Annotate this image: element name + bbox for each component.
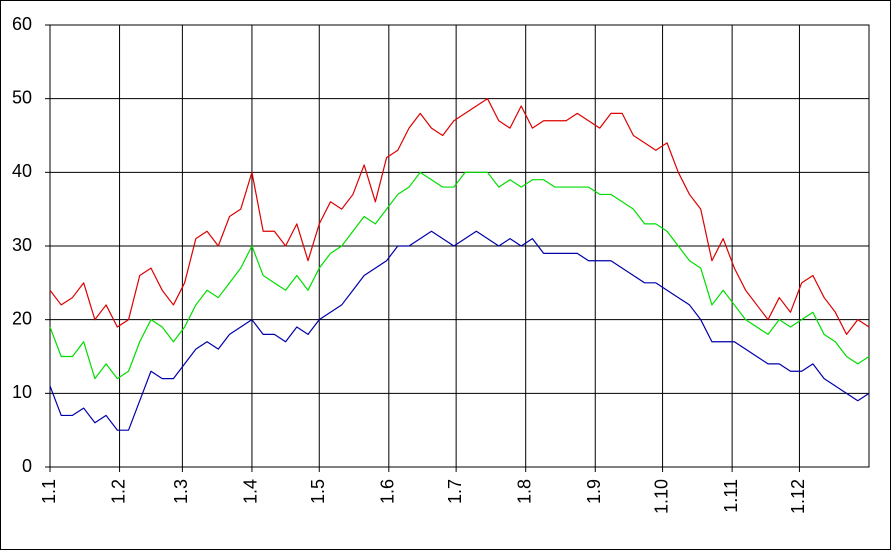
x-tick-label: 1.2 (108, 479, 128, 504)
y-tick-label: 30 (12, 235, 32, 255)
x-tick-label: 1.7 (445, 479, 465, 504)
series-line (49, 171, 870, 380)
x-tick-label: 1.5 (308, 479, 328, 504)
x-tick-label: 1.8 (514, 479, 534, 504)
x-tick-label: 1.4 (241, 479, 261, 504)
x-tick-label: 1.12 (788, 479, 808, 514)
x-tick-label: 1.9 (584, 479, 604, 504)
y-tick-label: 20 (12, 308, 32, 328)
y-tick-label: 10 (12, 382, 32, 402)
y-tick-label: 50 (12, 87, 32, 107)
series-line (49, 230, 870, 431)
x-tick-label: 1.11 (721, 479, 741, 513)
y-tick-label: 40 (12, 161, 32, 181)
y-tick-label: 60 (12, 14, 32, 34)
y-tick-label: 0 (22, 456, 32, 476)
x-tick-label: 1.1 (39, 479, 59, 504)
x-tick-label: 1.10 (651, 479, 671, 514)
x-tick-label: 1.3 (171, 479, 191, 504)
series-line (49, 98, 870, 335)
x-tick-label: 1.6 (378, 479, 398, 504)
